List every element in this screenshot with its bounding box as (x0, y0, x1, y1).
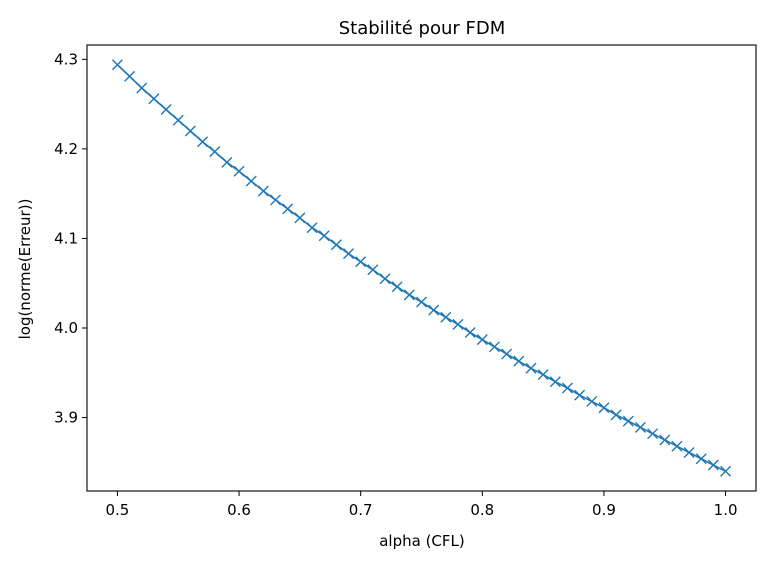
data-point-marker (282, 203, 294, 215)
data-point-marker (574, 389, 586, 401)
data-point-marker (647, 428, 659, 440)
series-line (116, 64, 726, 473)
y-tick-label: 4.3 (54, 50, 78, 68)
data-point-marker (659, 434, 671, 446)
y-tick-label: 4.2 (54, 140, 78, 158)
data-point-marker (111, 59, 123, 71)
x-tick-label: 0.9 (592, 501, 616, 519)
data-point-marker (136, 82, 148, 94)
data-point-marker (294, 212, 306, 224)
y-tick-label: 4.1 (54, 229, 78, 247)
data-point-marker (391, 281, 403, 293)
data-point-marker (197, 136, 209, 148)
data-point-marker (160, 103, 172, 115)
data-point-marker (124, 70, 136, 82)
y-tick-label: 3.9 (54, 409, 78, 427)
plot-area: 0.5 0.6 0.7 0.8 0.9 1.0 3.9 4.0 4.1 4.2 4.3 (54, 44, 757, 519)
data-point-marker (501, 348, 513, 360)
data-point-marker (318, 230, 330, 242)
x-tick-label: 0.6 (227, 501, 251, 519)
data-point-marker (306, 222, 318, 234)
data-point-marker (525, 362, 537, 374)
x-axis-label: alpha (CFL) (379, 532, 465, 550)
data-point-marker (172, 114, 184, 126)
data-point-marker (634, 421, 646, 433)
data-point-marker (683, 446, 695, 458)
data-point-marker (586, 395, 598, 407)
data-point-marker (209, 146, 221, 158)
x-tick-label: 0.7 (349, 501, 373, 519)
data-point-marker (464, 326, 476, 338)
data-point-marker (221, 156, 233, 168)
data-point-marker (452, 318, 464, 330)
data-point-marker (379, 273, 391, 285)
data-point-marker (245, 175, 257, 187)
data-point-marker (403, 289, 415, 301)
data-point-marker (610, 409, 622, 421)
data-point-marker (549, 376, 561, 388)
y-tick-label: 4.0 (54, 319, 78, 337)
data-point-marker (513, 355, 525, 367)
data-point-marker (440, 311, 452, 323)
data-point-marker (720, 465, 732, 477)
data-point-marker (707, 459, 719, 471)
data-point-marker (671, 440, 683, 452)
data-point-marker (695, 453, 707, 465)
data-point-marker (428, 304, 440, 316)
data-point-marker (330, 239, 342, 251)
data-point-marker (257, 185, 269, 197)
data-point-marker (488, 341, 500, 353)
data-point-marker (184, 125, 196, 137)
x-tick-label: 0.8 (470, 501, 494, 519)
data-point-marker (233, 165, 245, 177)
chart-title: Stabilité pour FDM (339, 18, 506, 39)
data-point-marker (148, 93, 160, 105)
data-point-marker (367, 264, 379, 276)
data-point-marker (343, 248, 355, 260)
y-axis-label: log(norme(Erreur)) (16, 199, 34, 340)
x-tick-label: 0.5 (105, 501, 129, 519)
data-point-marker (270, 194, 282, 206)
data-point-marker (537, 369, 549, 381)
data-point-marker (355, 256, 367, 268)
axes-frame (86, 44, 757, 492)
data-point-marker (598, 402, 610, 414)
data-point-marker (622, 415, 634, 427)
data-point-marker (561, 382, 573, 394)
data-point-marker (476, 334, 488, 346)
x-tick-label: 1.0 (714, 501, 738, 519)
data-point-marker (416, 296, 427, 308)
